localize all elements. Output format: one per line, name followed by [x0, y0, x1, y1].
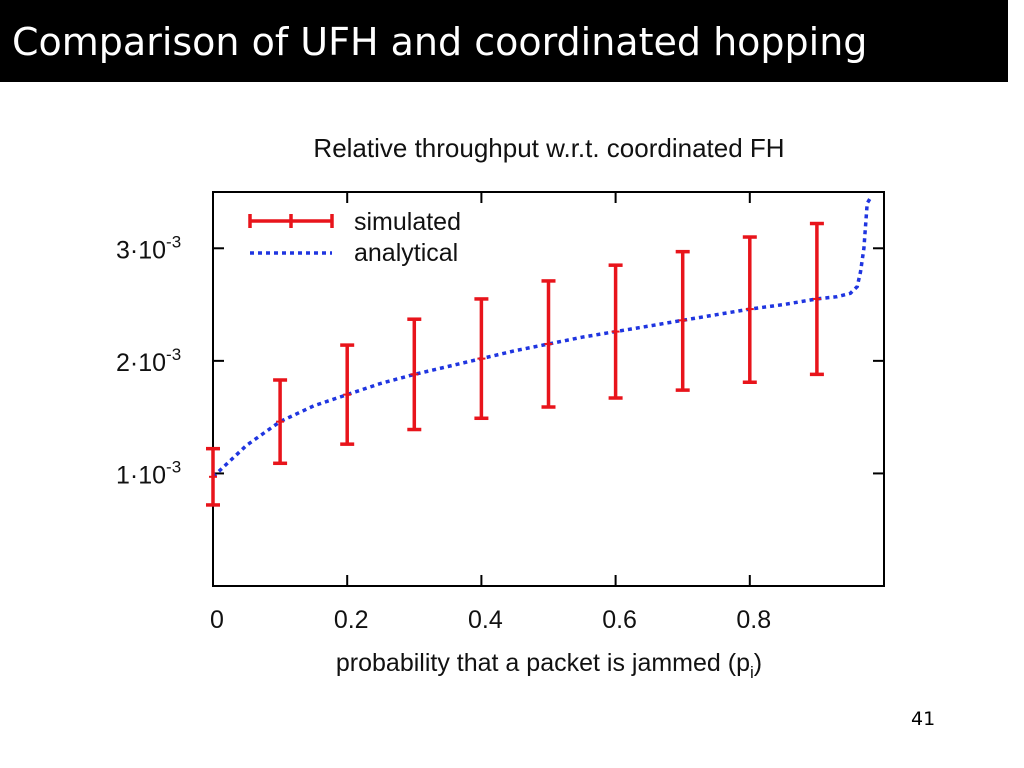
simulated-errorbar	[675, 249, 690, 392]
y-tick-label: 3·10-3	[116, 232, 181, 264]
simulated-errorbar	[407, 317, 422, 432]
simulated-errorbar	[608, 263, 623, 400]
legend-simulated-label: simulated	[354, 208, 461, 236]
simulated-errorbar	[474, 297, 489, 421]
x-tick-label: 0.4	[468, 606, 503, 634]
x-tick-labels: 0 0.2 0.4 0.6 0.8	[210, 606, 771, 634]
legend: simulated analytical	[248, 208, 461, 267]
x-tick-label: 0	[210, 606, 224, 634]
plot-frame	[212, 191, 885, 587]
simulated-errorbar	[541, 279, 556, 409]
y-tick-label: 2·10-3	[116, 345, 181, 377]
analytical-line	[211, 196, 873, 479]
simulated-errorbar	[809, 221, 824, 377]
y-tick-label-exponent: -3	[166, 345, 181, 364]
y-tick-labels: 1·10-32·10-33·10-3	[116, 232, 181, 489]
x-axis-label: probability that a packet is jammed (pi)	[336, 649, 762, 682]
slide-title-bar: Comparison of UFH and coordinated hoppin…	[0, 0, 1008, 82]
y-tick-label-base: 1·10	[116, 461, 166, 489]
x-axis-label-main: probability that a packet is jammed (p	[336, 649, 750, 677]
y-tick-label-exponent: -3	[166, 232, 181, 251]
simulated-errorbar	[273, 378, 288, 466]
x-axis-label-subscript: i	[750, 663, 754, 682]
x-axis-label-close: )	[754, 649, 762, 677]
x-tick-label: 0.8	[736, 606, 771, 634]
y-tick-label-base: 2·10	[116, 349, 166, 377]
page-number: 41	[911, 708, 936, 730]
x-tick-label: 0.2	[334, 606, 369, 634]
y-tick-label: 1·10-3	[116, 457, 181, 489]
slide-title: Comparison of UFH and coordinated hoppin…	[12, 20, 868, 64]
simulated-errorbar	[340, 343, 355, 446]
simulated-errorbar	[742, 235, 757, 384]
y-tick-label-exponent: -3	[166, 457, 181, 476]
x-tick-label: 0.6	[602, 606, 637, 634]
data-series	[206, 196, 873, 507]
simulated-errorbar	[206, 446, 220, 507]
chart-title: Relative throughput w.r.t. coordinated F…	[313, 133, 784, 163]
y-tick-label-base: 3·10	[116, 236, 166, 264]
legend-analytical-label: analytical	[354, 239, 458, 267]
